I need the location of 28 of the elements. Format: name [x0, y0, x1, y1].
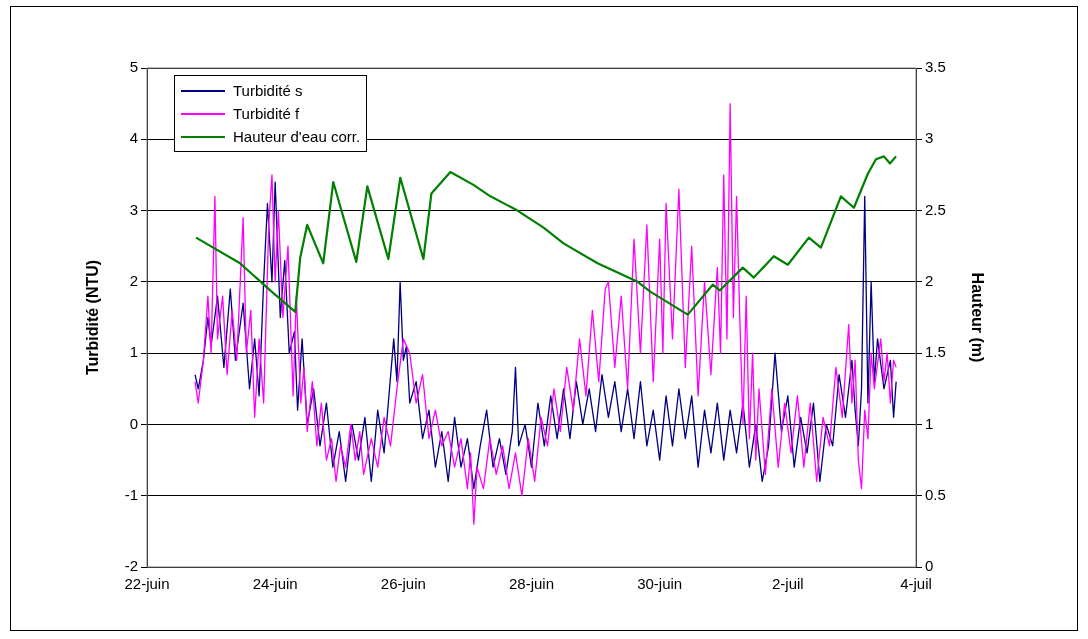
y2-tick-label: 0	[925, 557, 934, 575]
x-tick-label: 30-juin	[637, 575, 683, 593]
legend-label: Turbidité f	[233, 105, 300, 122]
y2-tick-label: 1.5	[925, 343, 946, 361]
x-tick-label: 28-juin	[508, 575, 555, 593]
x-tick-label: 26-juin	[380, 575, 426, 593]
y2-tick-label: 2	[925, 272, 934, 289]
y-axis-title: Turbidité (NTU)	[84, 259, 102, 376]
x-tick-label: 24-juin	[252, 575, 298, 593]
y-tick-label: 3	[129, 200, 138, 218]
legend-label: Hauteur d'eau corr.	[233, 128, 361, 145]
y-tick-label: 5	[129, 58, 138, 76]
x-tick-label: 2-juil	[771, 575, 804, 593]
y2-tick-label: 1	[925, 414, 934, 432]
y-tick-label: 0	[129, 414, 138, 432]
y-tick-label: 4	[129, 129, 138, 147]
y2-tick-label: 2.5	[925, 200, 946, 218]
x-tick-label: 22-juin	[124, 575, 170, 593]
y-tick-label: -2	[124, 557, 138, 575]
y-tick-label: 1	[129, 343, 138, 361]
y-tick-label: 2	[129, 272, 138, 289]
legend-label: Turbidité s	[233, 82, 303, 99]
y2-tick-label: 3	[925, 129, 934, 147]
x-tick-label: 4-juil	[900, 575, 932, 593]
y2-tick-label: 3.5	[925, 58, 946, 76]
y-tick-label: -1	[124, 485, 138, 503]
y2-tick-label: 0.5	[925, 485, 946, 503]
y2-axis-title: Hauteur (m)	[968, 272, 986, 363]
